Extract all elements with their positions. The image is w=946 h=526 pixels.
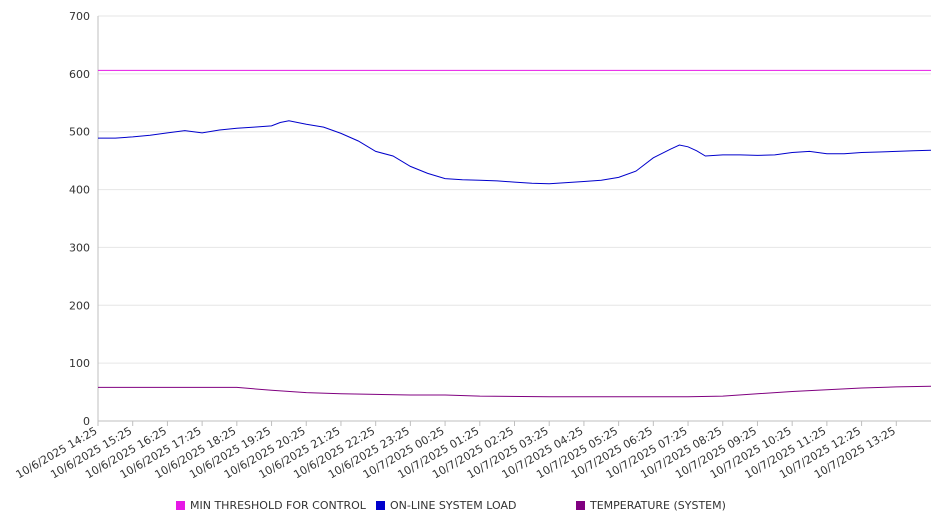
y-tick-label: 700	[69, 10, 90, 23]
series-line-temperature-system	[98, 385, 932, 398]
y-tick-label: 600	[69, 68, 90, 81]
series-lines	[98, 69, 932, 398]
y-tick-label: 500	[69, 126, 90, 139]
y-tick-label: 200	[69, 299, 90, 312]
gridlines	[98, 15, 931, 364]
axes	[97, 16, 931, 422]
y-tick-label: 400	[69, 184, 90, 197]
y-tick-labels: 0 100 200 300 400 500 600 700	[69, 10, 90, 428]
y-tick-label: 300	[69, 241, 90, 254]
legend-label: ON-LINE SYSTEM LOAD	[390, 499, 516, 512]
legend-label: MIN THRESHOLD FOR CONTROL	[190, 499, 367, 512]
legend-label: TEMPERATURE (SYSTEM)	[589, 499, 726, 512]
legend: MIN THRESHOLD FOR CONTROL ON-LINE SYSTEM …	[176, 499, 726, 512]
y-tick-label: 100	[69, 357, 90, 370]
series-line-on-line-system-load	[98, 120, 932, 185]
legend-swatch	[376, 501, 385, 510]
y-tick-label: 0	[83, 415, 90, 428]
legend-swatch	[176, 501, 185, 510]
legend-swatch	[576, 501, 585, 510]
